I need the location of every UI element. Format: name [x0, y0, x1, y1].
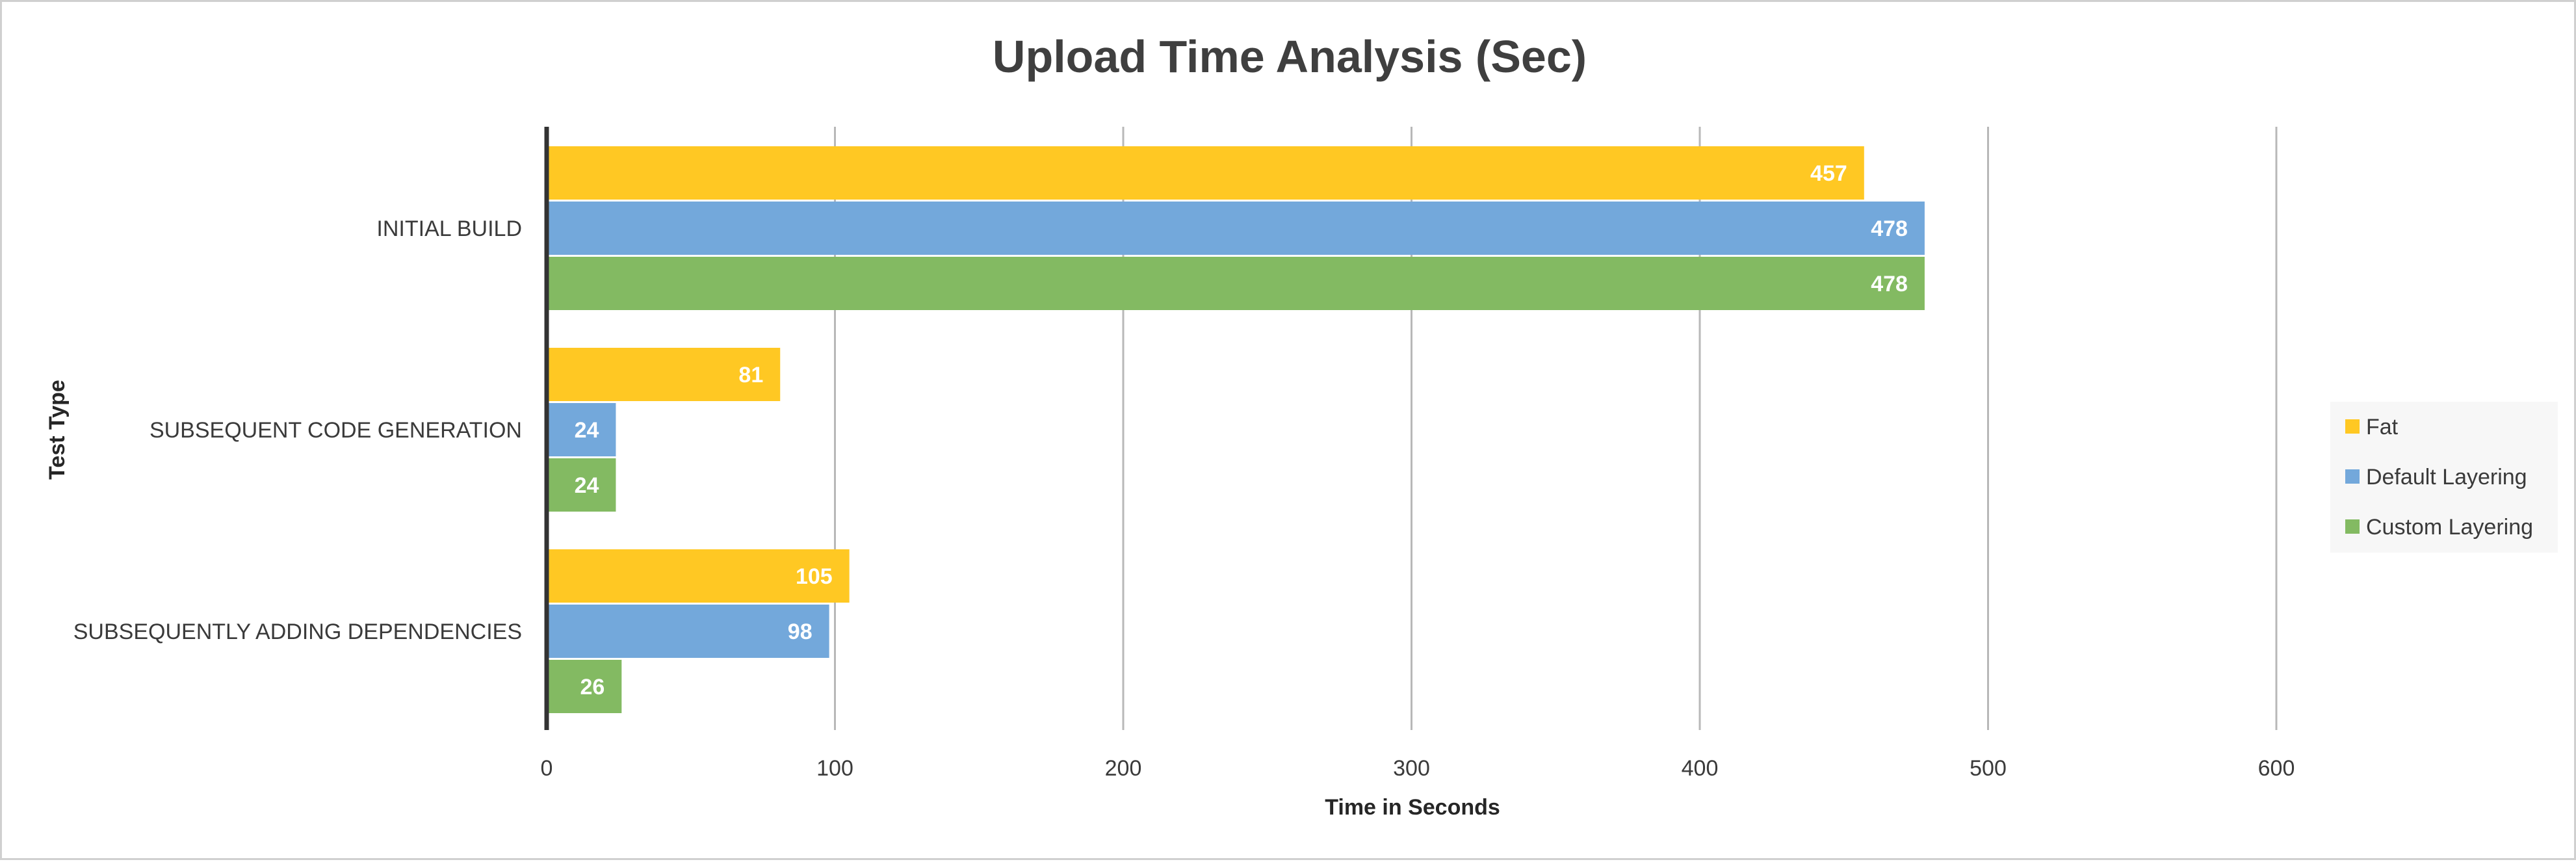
category-label: SUBSEQUENTLY ADDING DEPENDENCIES: [73, 620, 522, 644]
bar-default-layering: [547, 403, 616, 456]
category-label: SUBSEQUENT CODE GENERATION: [150, 418, 522, 443]
x-tick-label: 500: [1970, 756, 2007, 781]
x-tick-label: 200: [1105, 756, 1142, 781]
x-tick-label: 0: [541, 756, 553, 781]
axes: 0 100 200 300 400 500 600 INITIAL BUILD SUBSEQUE…: [73, 127, 2295, 781]
x-tick-label: 300: [1393, 756, 1430, 781]
bars: [547, 146, 1925, 713]
data-label: 457: [1810, 161, 1847, 186]
bar-default-layering: [547, 605, 829, 658]
x-tick-label: 600: [2258, 756, 2295, 781]
data-label: 478: [1871, 272, 1908, 296]
bar-fat: [547, 348, 781, 401]
data-labels: 457 478 478 81 24 24 105 98 26: [575, 161, 1908, 699]
legend: Fat Default Layering Custom Layering: [2330, 402, 2558, 553]
data-label: 478: [1871, 216, 1908, 241]
chart-title: Upload Time Analysis (Sec): [993, 31, 1587, 82]
bar-custom-layering: [547, 660, 622, 713]
category-label: INITIAL BUILD: [376, 216, 522, 241]
data-label: 98: [788, 620, 813, 644]
x-tick-label: 100: [816, 756, 853, 781]
legend-swatch: [2345, 419, 2360, 434]
x-axis-title: Time in Seconds: [1325, 795, 1500, 820]
data-label: 26: [580, 675, 605, 699]
legend-label: Custom Layering: [2366, 515, 2533, 540]
legend-label: Fat: [2366, 415, 2399, 439]
bar-fat: [547, 549, 850, 603]
data-label: 24: [575, 418, 599, 443]
bar-custom-layering: [547, 458, 616, 512]
y-axis-title: Test Type: [45, 380, 70, 480]
bar-custom-layering: [547, 257, 1925, 310]
bar-default-layering: [547, 202, 1925, 255]
legend-swatch: [2345, 469, 2360, 484]
data-label: 81: [738, 363, 763, 387]
legend-swatch: [2345, 519, 2360, 534]
bar-fat: [547, 146, 1864, 200]
legend-box: [2330, 402, 2558, 553]
x-tick-label: 400: [1682, 756, 1719, 781]
legend-label: Default Layering: [2366, 465, 2527, 490]
data-label: 105: [796, 564, 833, 589]
data-label: 24: [575, 473, 599, 498]
